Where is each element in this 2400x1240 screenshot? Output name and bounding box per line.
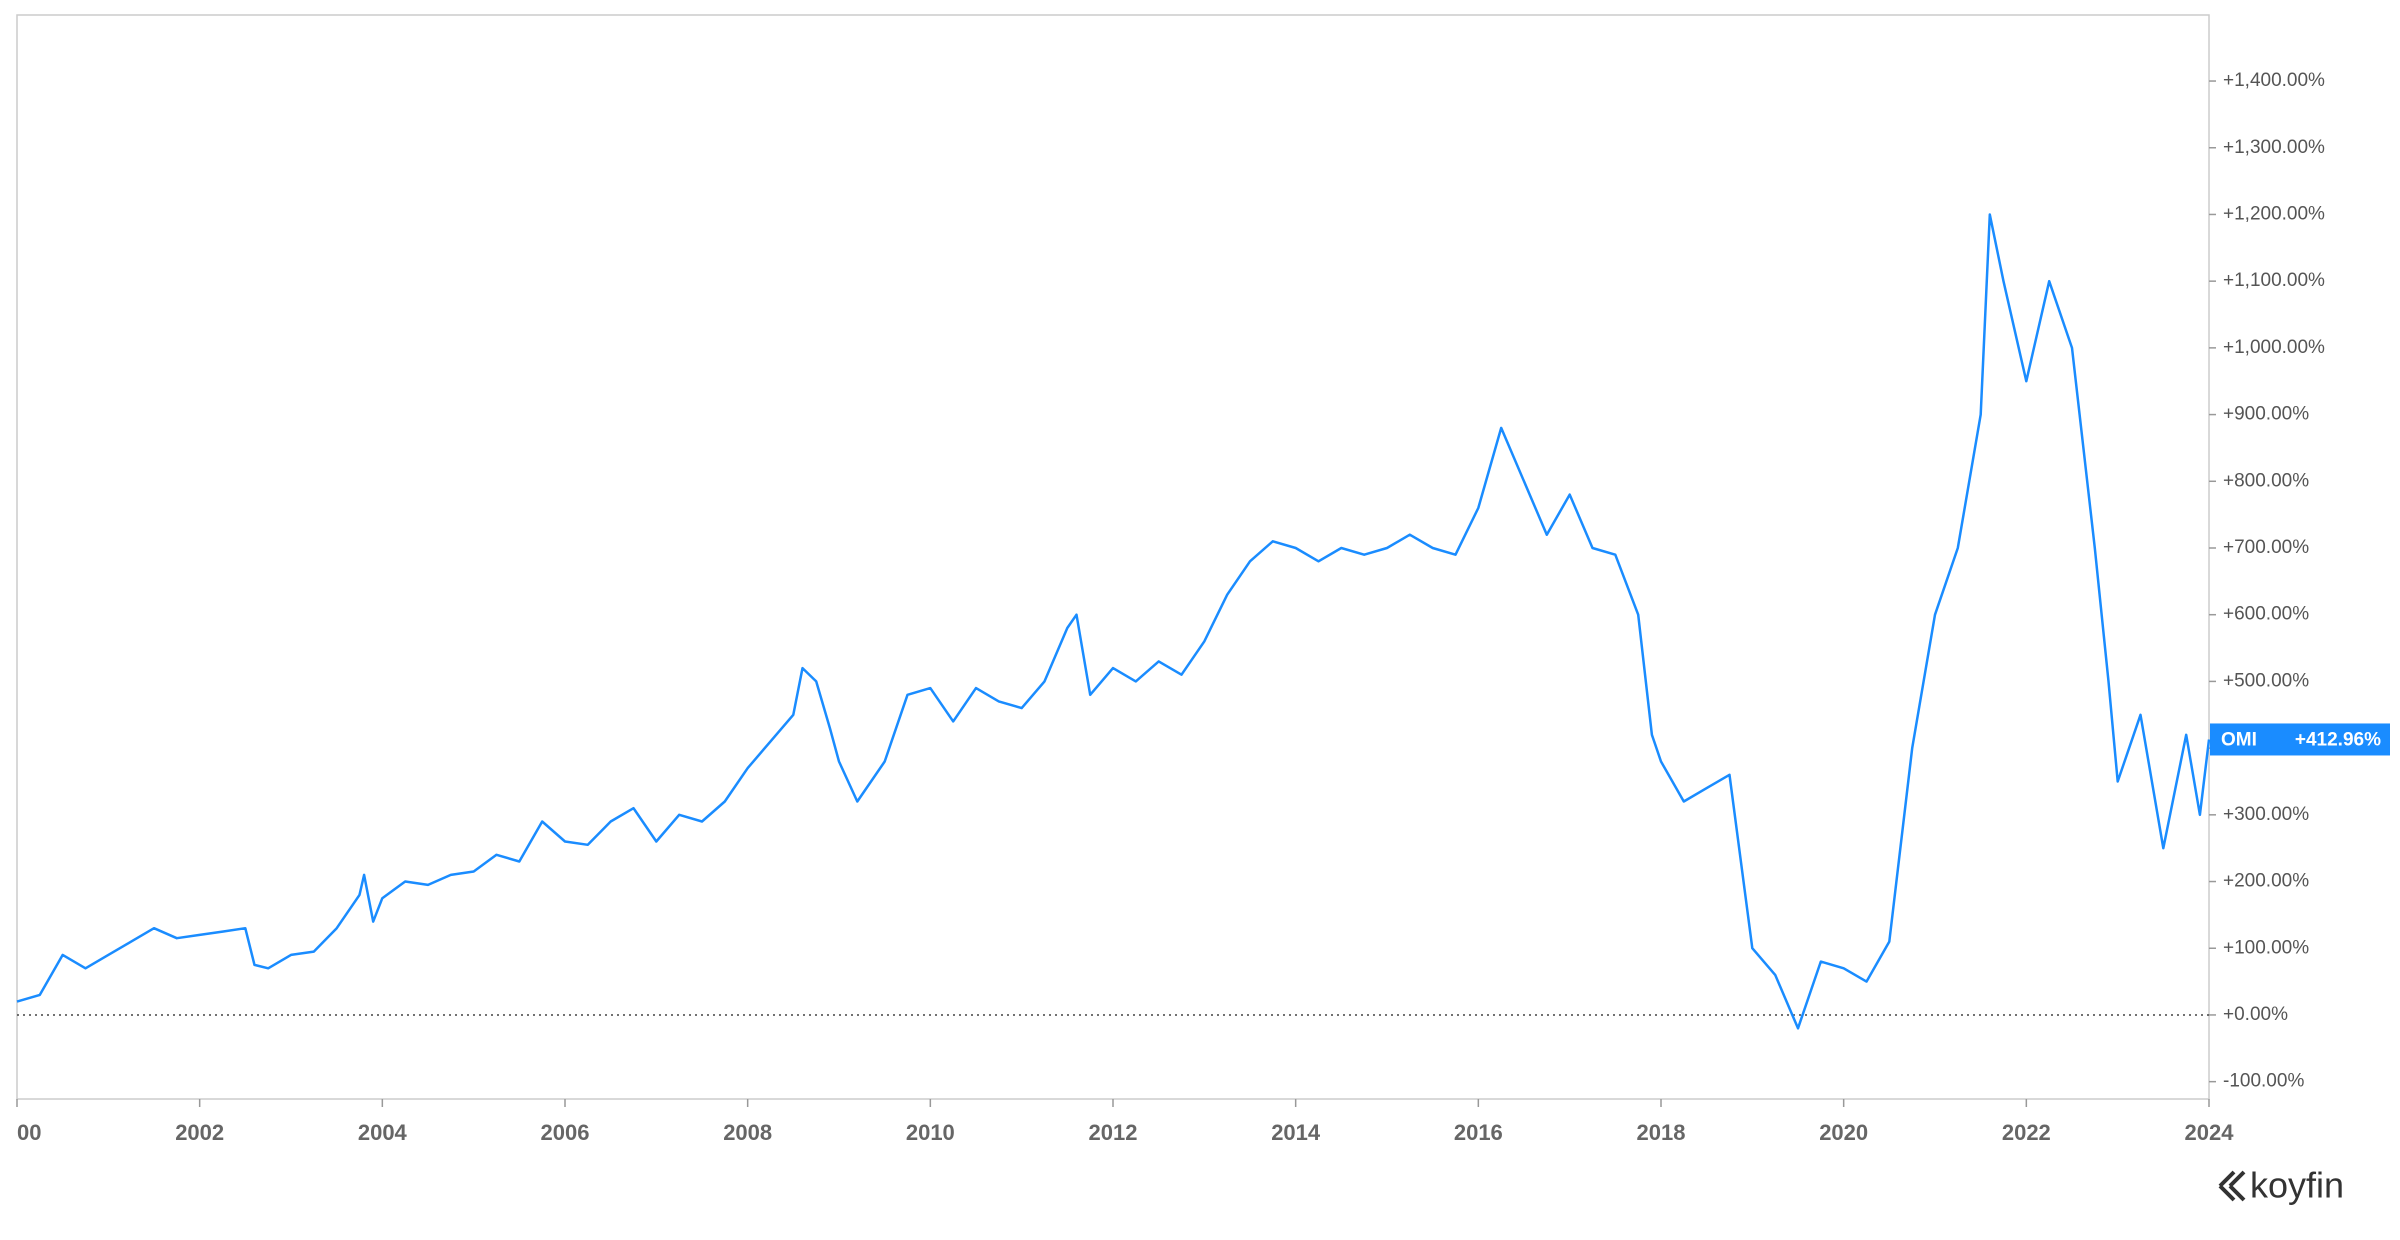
y-tick-label: +800.00% <box>2223 470 2309 491</box>
logo: koyfin <box>2218 1165 2344 1206</box>
y-tick-label: +700.00% <box>2223 537 2309 558</box>
x-tick-label: 2010 <box>906 1120 955 1145</box>
x-tick-label: 2012 <box>1089 1120 1138 1145</box>
y-tick-label: +600.00% <box>2223 604 2309 625</box>
y-tick-label: +1,100.00% <box>2223 270 2325 291</box>
x-tick-label: 2014 <box>1271 1120 1321 1145</box>
x-tick-label: 00 <box>17 1120 41 1145</box>
x-tick-label: 2022 <box>2002 1120 2051 1145</box>
y-tick-label: +1,400.00% <box>2223 70 2325 91</box>
y-tick-label: +900.00% <box>2223 404 2309 425</box>
x-tick-label: 2008 <box>723 1120 772 1145</box>
y-tick-label: +1,000.00% <box>2223 337 2325 358</box>
y-tick-label: +300.00% <box>2223 804 2309 825</box>
y-tick-label: +500.00% <box>2223 670 2309 691</box>
y-tick-label: +200.00% <box>2223 871 2309 892</box>
x-tick-label: 2002 <box>175 1120 224 1145</box>
logo-text: koyfin <box>2250 1165 2344 1206</box>
y-tick-label: +1,300.00% <box>2223 137 2325 158</box>
y-tick-label: +100.00% <box>2223 937 2309 958</box>
x-tick-label: 2016 <box>1454 1120 1503 1145</box>
x-tick-label: 2006 <box>541 1120 590 1145</box>
y-tick-label: -100.00% <box>2223 1071 2304 1092</box>
end-label-badge <box>2210 723 2390 756</box>
end-label-value: +412.96% <box>2295 729 2381 750</box>
end-label-name: OMI <box>2221 729 2257 750</box>
y-tick-label: +0.00% <box>2223 1004 2288 1025</box>
y-tick-label: +1,200.00% <box>2223 203 2325 224</box>
plot-frame <box>16 14 2210 1100</box>
x-tick-label: 2018 <box>1637 1120 1686 1145</box>
series-line <box>16 213 2211 1030</box>
x-tick-label: 2020 <box>1819 1120 1868 1145</box>
logo-icon <box>2218 1170 2246 1202</box>
x-tick-label: 2004 <box>358 1120 408 1145</box>
x-tick-label: 2024 <box>2185 1120 2235 1145</box>
